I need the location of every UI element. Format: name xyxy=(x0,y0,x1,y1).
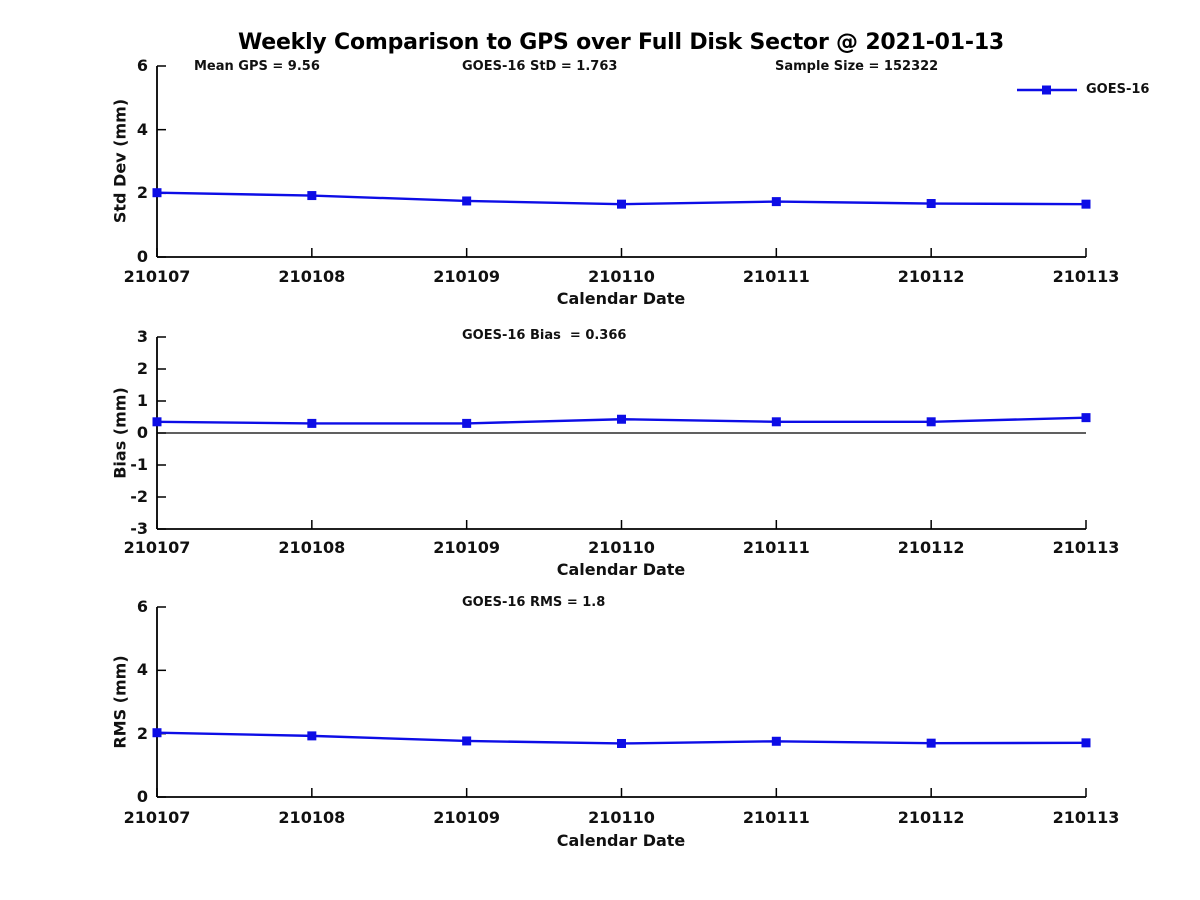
x-tick-label: 210112 xyxy=(897,808,965,827)
data-point-marker xyxy=(152,728,162,738)
y-tick-label: 0 xyxy=(136,787,148,806)
data-point-marker xyxy=(771,417,781,427)
data-point-marker xyxy=(771,736,781,746)
x-tick-label: 210109 xyxy=(433,808,501,827)
y-tick-label: -1 xyxy=(130,455,148,474)
data-point-marker xyxy=(617,199,626,209)
x-tick-label: 210111 xyxy=(742,538,810,557)
x-tick-label: 210109 xyxy=(433,267,501,286)
data-point-marker xyxy=(462,736,472,746)
x-tick-label: 210112 xyxy=(897,267,965,286)
annotation-goes16-rms: GOES-16 RMS = 1.8 xyxy=(462,595,606,610)
y-tick-label: 2 xyxy=(136,183,148,203)
annotation-sample-size: Sample Size = 152322 xyxy=(775,59,939,74)
y-tick-label: 0 xyxy=(136,247,148,266)
x-axis-label-rms: Calendar Date xyxy=(556,831,686,850)
legend-line-icon xyxy=(1017,85,1077,94)
y-tick-label: 6 xyxy=(136,56,148,75)
y-tick-label: 6 xyxy=(136,597,148,616)
data-point-marker xyxy=(462,418,472,428)
x-tick-label: 210108 xyxy=(278,808,346,827)
x-axis-label-bias: Calendar Date xyxy=(556,560,686,579)
data-point-marker xyxy=(307,731,317,741)
data-point-marker xyxy=(617,414,626,424)
x-tick-label: 210111 xyxy=(742,808,810,827)
x-tick-label: 210111 xyxy=(742,267,810,286)
x-tick-label: 210110 xyxy=(588,808,655,827)
y-axis-label-stddev: Std Dev (mm) xyxy=(110,98,130,224)
annotation-mean-gps: Mean GPS = 9.56 xyxy=(194,59,320,74)
y-tick-label: 2 xyxy=(136,723,148,743)
x-axis-label-stddev: Calendar Date xyxy=(556,289,686,308)
x-tick-label: 210112 xyxy=(897,538,965,557)
x-tick-label: 210107 xyxy=(123,267,191,286)
x-tick-label: 210108 xyxy=(278,267,346,286)
x-tick-label: 210110 xyxy=(588,538,655,557)
y-tick-label: 0 xyxy=(136,423,148,442)
data-point-marker xyxy=(1081,199,1091,209)
y-tick-label: 3 xyxy=(136,327,148,346)
x-tick-label: 210107 xyxy=(123,538,191,557)
y-tick-label: -2 xyxy=(130,487,148,506)
y-tick-label: -3 xyxy=(130,519,148,538)
data-point-marker xyxy=(307,191,317,201)
data-point-marker xyxy=(926,417,936,427)
x-tick-label: 210113 xyxy=(1052,808,1120,827)
x-tick-label: 210110 xyxy=(588,267,655,286)
data-point-marker xyxy=(926,199,936,209)
x-tick-label: 210107 xyxy=(123,808,191,827)
data-point-marker xyxy=(771,197,781,207)
data-point-marker xyxy=(1081,413,1091,423)
data-point-marker xyxy=(152,417,162,427)
data-point-marker xyxy=(152,188,162,198)
y-tick-label: 1 xyxy=(136,391,148,410)
annotation-goes16-bias: GOES-16 Bias = 0.366 xyxy=(462,328,627,343)
data-point-marker xyxy=(307,418,317,428)
legend: GOES-16 xyxy=(1016,82,1149,97)
legend-label: GOES-16 xyxy=(1086,82,1150,97)
y-tick-label: 2 xyxy=(136,359,148,378)
data-point-marker xyxy=(926,738,936,748)
x-tick-label: 210108 xyxy=(278,538,346,557)
data-point-marker xyxy=(462,196,472,206)
data-point-marker xyxy=(617,738,626,748)
y-tick-label: 4 xyxy=(136,119,148,139)
y-tick-label: 4 xyxy=(136,660,148,680)
x-tick-label: 210113 xyxy=(1052,267,1120,286)
data-point-marker xyxy=(1081,738,1091,748)
x-tick-label: 210113 xyxy=(1052,538,1120,557)
x-tick-label: 210109 xyxy=(433,538,501,557)
figure-title: Weekly Comparison to GPS over Full Disk … xyxy=(237,30,1005,55)
annotation-goes16-std: GOES-16 StD = 1.763 xyxy=(462,59,618,74)
